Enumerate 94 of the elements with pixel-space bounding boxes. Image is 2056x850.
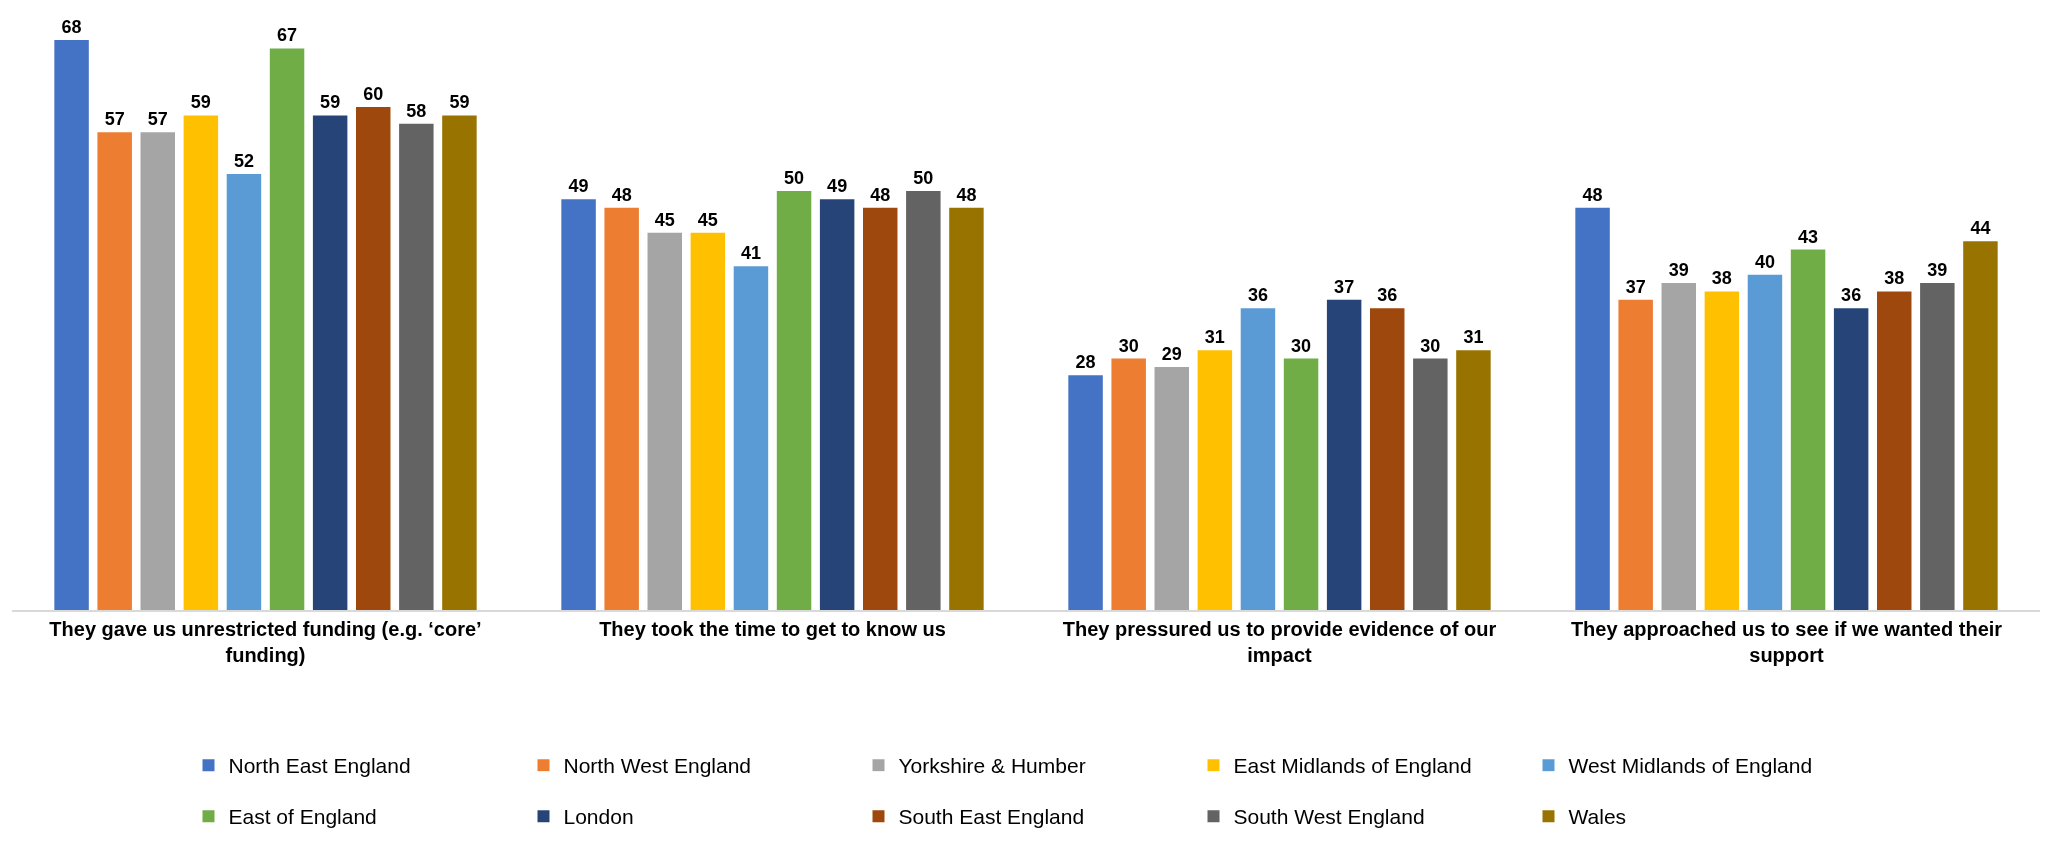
bar bbox=[1283, 358, 1319, 610]
bar bbox=[1413, 358, 1448, 610]
data-label: 48 bbox=[611, 184, 632, 205]
bar bbox=[1747, 274, 1783, 610]
data-label: 38 bbox=[1711, 268, 1732, 289]
data-label: 38 bbox=[1884, 268, 1905, 289]
legend-label: South East England bbox=[898, 805, 1085, 829]
data-label: 52 bbox=[233, 151, 254, 172]
legend-label: Wales bbox=[1568, 805, 1627, 829]
legend-label: North East England bbox=[228, 754, 411, 778]
bar bbox=[1877, 291, 1912, 610]
bar bbox=[140, 132, 175, 610]
bar bbox=[356, 107, 391, 610]
bar bbox=[863, 207, 898, 610]
data-label: 36 bbox=[1841, 285, 1862, 306]
data-label: 29 bbox=[1161, 343, 1182, 364]
x-tick-label: They approached us to see if we wanted their support bbox=[1570, 618, 2003, 666]
data-label: 39 bbox=[1927, 260, 1948, 281]
data-label: 31 bbox=[1463, 327, 1484, 348]
bar bbox=[647, 232, 682, 610]
x-tick-label: They pressured us to provide evidence of our impact bbox=[1062, 618, 1497, 666]
data-label: 28 bbox=[1075, 352, 1096, 373]
bar bbox=[949, 207, 984, 610]
data-label: 67 bbox=[277, 25, 298, 46]
data-label: 30 bbox=[1420, 335, 1441, 356]
data-label: 57 bbox=[147, 109, 168, 130]
data-label: 40 bbox=[1754, 251, 1775, 272]
data-label: 48 bbox=[1582, 184, 1603, 205]
bar bbox=[54, 40, 89, 610]
data-label: 37 bbox=[1334, 276, 1355, 297]
data-label: 41 bbox=[740, 243, 761, 264]
bar bbox=[819, 199, 855, 610]
data-label: 43 bbox=[1798, 226, 1819, 247]
bar bbox=[399, 123, 434, 610]
data-label: 45 bbox=[654, 209, 675, 230]
data-label: 37 bbox=[1625, 276, 1646, 297]
data-label: 58 bbox=[406, 100, 427, 121]
data-label: 48 bbox=[870, 184, 891, 205]
bar bbox=[226, 174, 262, 610]
bar bbox=[604, 207, 639, 610]
bar bbox=[183, 115, 219, 610]
bar bbox=[269, 48, 305, 610]
data-label: 59 bbox=[320, 92, 341, 113]
bar bbox=[1111, 358, 1146, 610]
bar bbox=[1833, 308, 1869, 610]
bar bbox=[1326, 299, 1362, 610]
x-tick-label: They gave us unrestricted funding (e.g. ‘core’ funding) bbox=[49, 618, 482, 666]
data-label: 31 bbox=[1204, 327, 1225, 348]
bar bbox=[1240, 308, 1276, 610]
bar bbox=[776, 190, 812, 610]
bar bbox=[1790, 249, 1826, 610]
bar bbox=[1618, 299, 1653, 610]
legend-label: South West England bbox=[1233, 805, 1425, 829]
bar bbox=[1963, 241, 1998, 610]
data-label: 57 bbox=[104, 109, 125, 130]
data-label: 50 bbox=[784, 167, 805, 188]
bar bbox=[1456, 350, 1491, 610]
data-label: 59 bbox=[190, 92, 211, 113]
bar bbox=[1154, 366, 1189, 610]
data-label: 45 bbox=[697, 209, 718, 230]
data-label: 48 bbox=[956, 184, 977, 205]
bar bbox=[906, 190, 941, 610]
data-label: 39 bbox=[1668, 260, 1689, 281]
data-label: 49 bbox=[568, 176, 589, 197]
legend-label: West Midlands of England bbox=[1568, 754, 1813, 778]
bar bbox=[312, 115, 348, 610]
data-label: 60 bbox=[363, 84, 384, 105]
bar bbox=[1575, 207, 1610, 610]
bar bbox=[1704, 291, 1740, 610]
data-label: 49 bbox=[827, 176, 848, 197]
data-label: 44 bbox=[1970, 218, 1991, 239]
bar bbox=[690, 232, 726, 610]
legend-label: London bbox=[563, 805, 634, 829]
bar bbox=[1068, 375, 1103, 610]
bar bbox=[1920, 283, 1955, 610]
bar bbox=[733, 266, 769, 610]
data-label: 30 bbox=[1118, 335, 1139, 356]
data-label: 50 bbox=[913, 167, 934, 188]
x-tick-label: They took the time to get to know us bbox=[599, 618, 946, 640]
bar bbox=[1661, 283, 1696, 610]
data-label: 68 bbox=[61, 17, 82, 37]
legend-label: Yorkshire & Humber bbox=[898, 754, 1086, 778]
legend-label: East Midlands of England bbox=[1233, 754, 1472, 778]
bar bbox=[442, 115, 477, 610]
legend-label: East of England bbox=[228, 805, 377, 829]
bar bbox=[561, 199, 596, 610]
data-label: 59 bbox=[449, 92, 470, 113]
data-label: 36 bbox=[1247, 285, 1268, 306]
bar bbox=[97, 132, 132, 610]
bar bbox=[1370, 308, 1405, 610]
data-label: 30 bbox=[1291, 335, 1312, 356]
data-label: 36 bbox=[1377, 285, 1398, 306]
legend-label: North West England bbox=[563, 754, 752, 778]
bar bbox=[1197, 350, 1233, 610]
